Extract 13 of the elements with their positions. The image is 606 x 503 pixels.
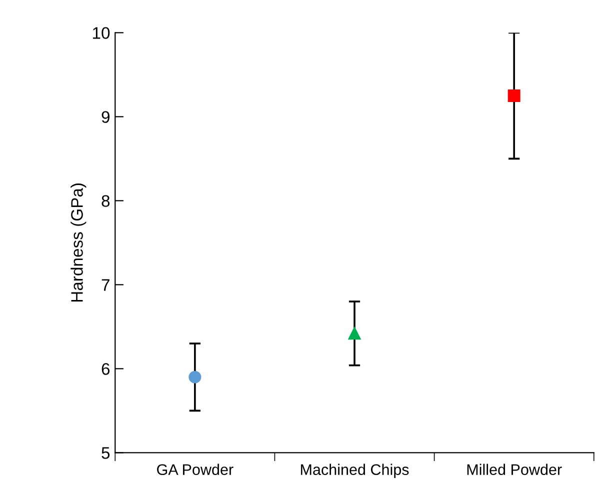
x-tick-label: Milled Powder: [467, 464, 562, 476]
y-tick-label: 5: [102, 447, 110, 459]
point: [508, 89, 520, 102]
y-tick-label: 6: [102, 363, 110, 375]
y-tick-label: 10: [93, 27, 110, 39]
point: [188, 370, 202, 384]
x-tick-label: Machined Chips: [300, 464, 409, 478]
point: [348, 327, 361, 340]
y-axis-title: Hardness (GPa): [70, 184, 86, 302]
y-tick-label: 7: [102, 279, 110, 291]
x-tick-label: GA Powder: [157, 464, 234, 476]
y-tick-label: 9: [102, 111, 110, 123]
y-tick-label: 8: [102, 195, 110, 207]
